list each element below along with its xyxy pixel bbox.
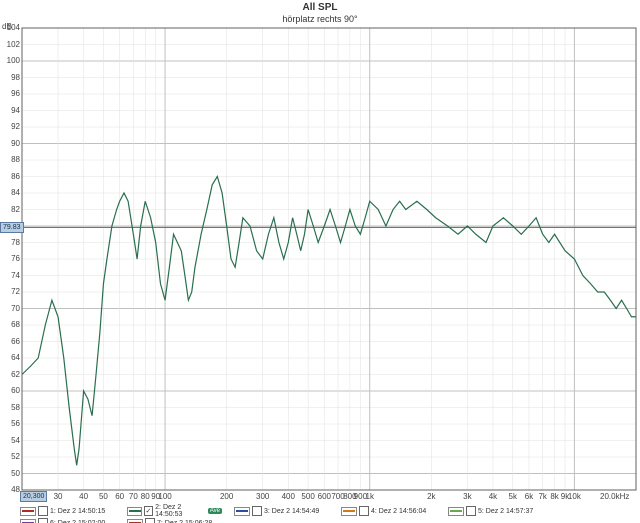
- x-tick-label: 200: [220, 492, 233, 501]
- plot-svg: [0, 0, 640, 523]
- legend-swatch: [127, 507, 142, 516]
- y-tick-label: 60: [2, 386, 20, 395]
- x-tick-label: 50: [99, 492, 108, 501]
- cursor-x-readout: 20,300: [20, 491, 47, 502]
- legend-swatch: [448, 507, 464, 516]
- y-tick-label: 48: [2, 485, 20, 494]
- y-tick-label: 76: [2, 254, 20, 263]
- y-tick-label: 54: [2, 436, 20, 445]
- legend-swatch: [20, 519, 36, 523]
- legend-checkbox[interactable]: [466, 506, 476, 516]
- x-unit-label: 20.0kHz: [600, 492, 629, 501]
- y-tick-label: 62: [2, 370, 20, 379]
- y-tick-label: 100: [2, 56, 20, 65]
- y-tick-label: 104: [2, 23, 20, 32]
- legend-label: 1: Dez 2 14:50:15: [50, 508, 105, 515]
- y-tick-label: 94: [2, 106, 20, 115]
- y-tick-label: 78: [2, 238, 20, 247]
- legend-item[interactable]: 3: Dez 2 14:54:49: [234, 504, 329, 518]
- legend-checkbox[interactable]: [145, 518, 155, 523]
- legend-swatch: [127, 519, 143, 523]
- y-tick-label: 68: [2, 320, 20, 329]
- legend-label: 4: Dez 2 14:56:04: [371, 508, 426, 515]
- x-tick-label: 3k: [463, 492, 471, 501]
- x-tick-label: 500: [301, 492, 314, 501]
- y-tick-label: 58: [2, 403, 20, 412]
- y-tick-label: 98: [2, 73, 20, 82]
- legend-label: 2: Dez 2 14:50:53: [155, 504, 206, 518]
- chart-container: All SPL hörplatz rechts 90° dB 485052545…: [0, 0, 640, 523]
- x-tick-label: 2k: [427, 492, 435, 501]
- x-tick-label: 300: [256, 492, 269, 501]
- x-tick-label: 60: [115, 492, 124, 501]
- x-tick-label: 600: [318, 492, 331, 501]
- legend-item[interactable]: 6: Dez 2 15:02:00: [20, 518, 115, 523]
- y-tick-label: 102: [2, 40, 20, 49]
- legend-label: 6: Dez 2 15:02:00: [50, 520, 105, 523]
- y-tick-label: 82: [2, 205, 20, 214]
- legend-label: 5: Dez 2 14:57:37: [478, 508, 533, 515]
- x-tick-label: 70: [129, 492, 138, 501]
- legend-checkbox[interactable]: [252, 506, 262, 516]
- legend-label: 3: Dez 2 14:54:49: [264, 508, 319, 515]
- legend-label: 7: Dez 2 15:06:28: [157, 520, 212, 523]
- y-tick-label: 52: [2, 452, 20, 461]
- legend-swatch: [20, 507, 36, 516]
- legend-checkbox[interactable]: [38, 518, 48, 523]
- cursor-y-readout: 79.83: [0, 222, 24, 233]
- x-tick-label: 80: [141, 492, 150, 501]
- legend-checkbox[interactable]: [38, 506, 48, 516]
- legend: 1: Dez 2 14:50:15 ✓2: Dez 2 14:50:53Ave 3:…: [20, 504, 638, 523]
- x-tick-label: 5k: [509, 492, 517, 501]
- legend-item[interactable]: ✓2: Dez 2 14:50:53Ave: [127, 504, 222, 518]
- x-tick-label: 8k: [550, 492, 558, 501]
- x-tick-label: 400: [282, 492, 295, 501]
- average-badge: Ave: [208, 508, 222, 514]
- y-tick-label: 88: [2, 155, 20, 164]
- y-tick-label: 84: [2, 188, 20, 197]
- y-tick-label: 64: [2, 353, 20, 362]
- legend-checkbox[interactable]: ✓: [144, 506, 153, 516]
- y-tick-label: 90: [2, 139, 20, 148]
- y-tick-label: 96: [2, 89, 20, 98]
- legend-item[interactable]: 7: Dez 2 15:06:28: [127, 518, 222, 523]
- y-tick-label: 74: [2, 271, 20, 280]
- legend-checkbox[interactable]: [359, 506, 369, 516]
- y-tick-label: 56: [2, 419, 20, 428]
- x-tick-label: 4k: [489, 492, 497, 501]
- x-tick-label: 30: [54, 492, 63, 501]
- x-tick-label: 6k: [525, 492, 533, 501]
- y-tick-label: 66: [2, 337, 20, 346]
- x-tick-label: 7k: [538, 492, 546, 501]
- legend-swatch: [234, 507, 250, 516]
- x-tick-label: 100: [158, 492, 171, 501]
- legend-item[interactable]: 1: Dez 2 14:50:15: [20, 504, 115, 518]
- y-tick-label: 86: [2, 172, 20, 181]
- legend-item[interactable]: 4: Dez 2 14:56:04: [341, 504, 436, 518]
- legend-swatch: [341, 507, 357, 516]
- y-tick-label: 70: [2, 304, 20, 313]
- x-tick-label: 40: [79, 492, 88, 501]
- x-tick-label: 10k: [568, 492, 581, 501]
- x-tick-label: 1k: [365, 492, 373, 501]
- y-tick-label: 50: [2, 469, 20, 478]
- y-tick-label: 92: [2, 122, 20, 131]
- y-tick-label: 72: [2, 287, 20, 296]
- legend-item[interactable]: 5: Dez 2 14:57:37: [448, 504, 543, 518]
